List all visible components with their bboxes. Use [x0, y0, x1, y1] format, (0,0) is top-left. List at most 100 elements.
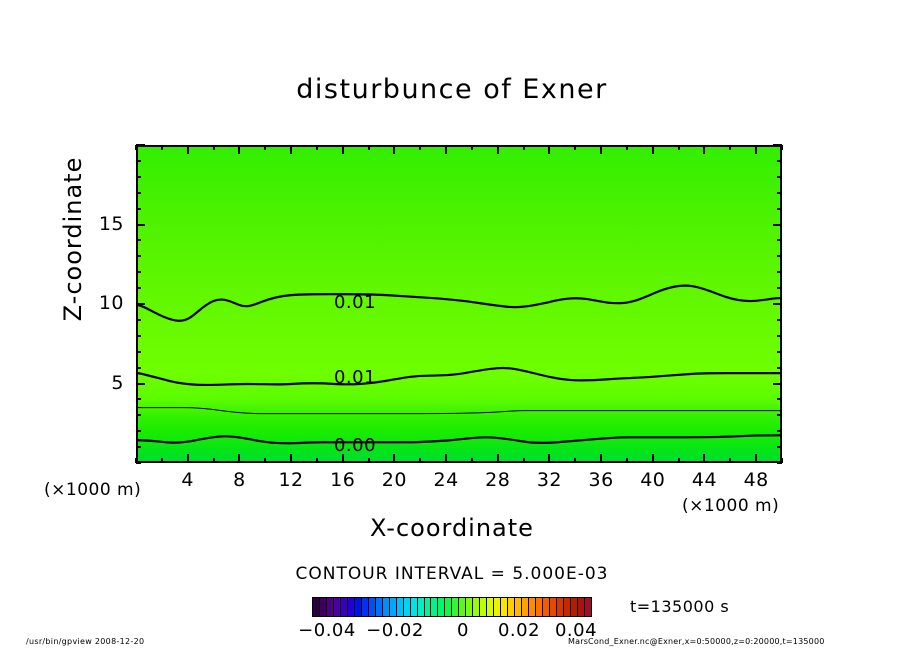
contour-label: 0.01 [333, 367, 377, 388]
colorbar-swatch [326, 598, 333, 616]
y-tick [136, 287, 141, 290]
y-tick [136, 414, 141, 417]
x-tick [160, 458, 163, 463]
y-tick-label: 10 [98, 292, 124, 314]
footer-command-label: /usr/bin/gpview 2008-12-20 [26, 637, 145, 646]
x-tick-top [315, 145, 318, 150]
contour-fill [138, 147, 780, 461]
x-tick-top [625, 145, 628, 150]
y-tick [136, 334, 141, 337]
colorbar-swatch [396, 598, 403, 616]
colorbar-swatch [563, 598, 570, 616]
x-tick-top [160, 145, 163, 150]
y-tick-right [777, 334, 782, 337]
x-tick [290, 454, 293, 463]
x-tick [574, 458, 577, 463]
contour-line-0.00 [138, 434, 780, 445]
x-tick [315, 458, 318, 463]
colorbar-swatch [333, 598, 340, 616]
colorbar-swatch [417, 598, 424, 616]
x-tick-top [755, 145, 758, 154]
x-tick-label: 28 [485, 469, 511, 491]
colorbar-tick-label: 0 [457, 620, 469, 641]
contour-line-0.005 [138, 407, 780, 415]
y-tick-right [777, 350, 782, 353]
y-tick-right [777, 398, 782, 401]
colorbar-swatch [577, 598, 584, 616]
colorbar-tick-label: 0.04 [554, 620, 598, 641]
x-tick-top [367, 145, 370, 150]
colorbar-swatch [445, 598, 452, 616]
x-tick [496, 454, 499, 463]
contour-label: 0.00 [333, 435, 377, 456]
colorbar-swatch [473, 598, 480, 616]
y-tick [136, 350, 141, 353]
y-tick-right [773, 382, 782, 385]
y-tick [136, 239, 141, 242]
colorbar-swatch [431, 598, 438, 616]
colorbar-swatch [459, 598, 466, 616]
y-tick [136, 430, 141, 433]
footer-source-label: MarsCond_Exner.nc@Exner,x=0:50000,z=0:20… [568, 637, 825, 646]
y-tick-right [777, 462, 782, 464]
x-tick-top [781, 145, 783, 150]
x-tick-label: 20 [381, 469, 407, 491]
colorbar-swatch [361, 598, 368, 616]
colorbar-swatch [480, 598, 487, 616]
x-tick-top [651, 145, 654, 154]
colorbar-swatch [515, 598, 522, 616]
x-tick-top [574, 145, 577, 150]
y-tick [136, 255, 141, 258]
x-tick [470, 458, 473, 463]
y-tick-right [777, 430, 782, 433]
colorbar-swatch [375, 598, 382, 616]
y-tick-label: 5 [111, 371, 124, 394]
x-tick [238, 454, 241, 463]
colorbar-swatch [536, 598, 542, 616]
colorbar-tick-label: 0.02 [497, 620, 541, 641]
x-tick-label: 32 [536, 469, 563, 491]
x-tick [445, 454, 448, 463]
y-tick-right [777, 175, 782, 178]
y-tick-right [777, 446, 782, 449]
x-tick-top [677, 145, 680, 150]
x-tick [703, 454, 706, 463]
y-tick [136, 446, 141, 449]
colorbar-swatch [438, 598, 445, 616]
y-tick [136, 398, 141, 401]
x-tick-top [548, 145, 551, 154]
x-tick-top [238, 145, 241, 154]
y-tick-right [777, 207, 782, 210]
x-tick [781, 458, 783, 463]
x-tick-top [341, 145, 344, 154]
y-tick-right [777, 191, 782, 194]
colorbar-swatch [319, 598, 326, 616]
x-tick-label: 36 [588, 469, 614, 491]
x-tick [651, 454, 654, 463]
x-tick-top [470, 145, 473, 150]
x-tick [677, 458, 680, 463]
y-tick-right [773, 303, 782, 305]
y-tick-right [777, 318, 782, 321]
colorbar-swatch [542, 598, 549, 616]
y-tick [136, 144, 145, 146]
x-tick-top [393, 145, 396, 154]
contour-label: 0.01 [333, 292, 377, 313]
x-tick-top [729, 145, 732, 150]
z-axis-unit-label: (×1000 m) [44, 480, 142, 500]
y-tick-right [777, 366, 782, 369]
x-tick-top [600, 145, 603, 154]
x-tick-label: 12 [278, 469, 304, 491]
colorbar-swatch [494, 598, 501, 616]
colorbar [312, 597, 592, 617]
x-tick [367, 458, 370, 463]
y-tick-right [773, 144, 782, 146]
y-tick-right [777, 287, 782, 290]
x-tick-label: 4 [181, 469, 194, 491]
y-tick [136, 271, 141, 274]
x-tick-label: 48 [743, 469, 769, 491]
y-tick [136, 318, 141, 321]
y-tick-right [773, 223, 782, 226]
x-tick [419, 458, 422, 463]
colorbar-swatch [340, 598, 347, 616]
